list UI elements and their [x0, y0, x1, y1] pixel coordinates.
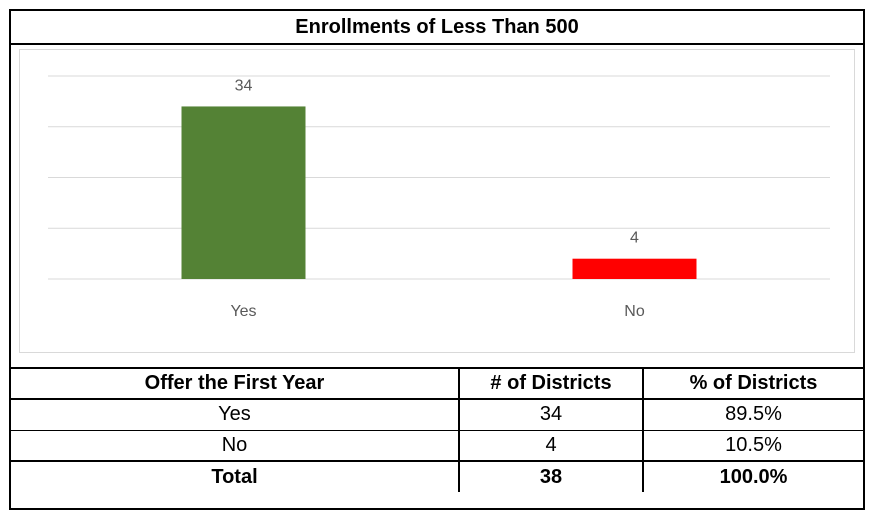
row-yes-label: Yes: [11, 398, 460, 431]
total-count: 38: [458, 460, 644, 492]
table-total-row: Total 38 100.0%: [11, 460, 863, 492]
row-yes-count: 34: [458, 398, 644, 431]
bar-chart: 34 Yes 4 No: [48, 75, 830, 320]
bar-yes: [181, 106, 306, 279]
header-pct-districts: % of Districts: [642, 367, 863, 400]
chart-title: Enrollments of Less Than 500: [11, 11, 863, 45]
bar-no: [572, 258, 697, 279]
total-label: Total: [11, 460, 460, 492]
table-row: Yes 34 89.5%: [11, 398, 863, 431]
chart-area: 34 Yes 4 No: [11, 45, 863, 367]
header-offer-first-year: Offer the First Year: [11, 367, 460, 400]
row-no-count: 4: [458, 429, 644, 462]
row-yes-percent: 89.5%: [642, 398, 863, 431]
chart-plot-frame: 34 Yes 4 No: [19, 49, 855, 353]
header-num-districts: # of Districts: [458, 367, 644, 400]
data-label-yes: 34: [235, 77, 253, 94]
table-row: No 4 10.5%: [11, 429, 863, 462]
districts-table: Offer the First Year # of Districts % of…: [11, 367, 863, 492]
x-tick-label-no: No: [624, 303, 645, 320]
data-label-no: 4: [630, 230, 639, 247]
total-percent: 100.0%: [642, 460, 863, 492]
table-header-row: Offer the First Year # of Districts % of…: [11, 367, 863, 400]
report-frame: Enrollments of Less Than 500 34 Yes 4 No Of…: [9, 9, 865, 510]
x-tick-label-yes: Yes: [230, 303, 256, 320]
row-no-percent: 10.5%: [642, 429, 863, 462]
row-no-label: No: [11, 429, 460, 462]
